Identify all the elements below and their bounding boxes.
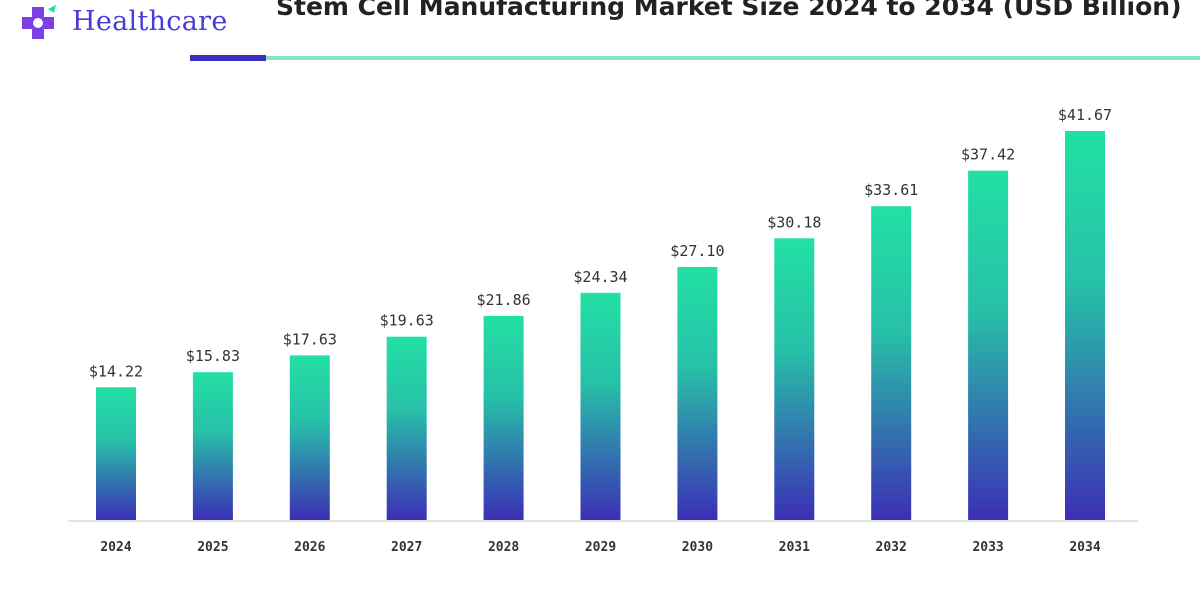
header-rule [266,56,1200,60]
healthcare-cross-icon [22,5,56,39]
bar-2026 [289,355,330,520]
x-tick-label-2024: 2024 [100,540,131,555]
bar-value-label-2025: $15.83 [186,347,240,365]
x-tick-label-2026: 2026 [294,540,325,555]
x-tick-label-2034: 2034 [1069,540,1100,555]
x-tick-label-2028: 2028 [488,540,519,555]
x-tick-label-2033: 2033 [972,540,1003,555]
bar-2027 [386,336,427,520]
bar-value-label-2026: $17.63 [283,330,337,348]
bar-value-label-2031: $30.18 [767,213,821,231]
footer-source [0,590,1200,600]
bar-value-label-2030: $27.10 [670,242,724,260]
x-tick-label-2025: 2025 [197,540,228,555]
bar-2032 [871,206,912,520]
x-tick-label-2032: 2032 [876,540,907,555]
bar-2030 [677,267,718,520]
bar-value-label-2032: $33.61 [864,181,918,199]
bar-value-label-2033: $37.42 [961,146,1015,164]
bar-2024 [96,387,136,520]
x-tick-label-2031: 2031 [779,540,810,555]
header-rule-accent [190,55,266,61]
bar-2025 [192,372,233,520]
brand-logo: Healthcare [18,0,228,46]
bar-value-label-2028: $21.86 [477,291,531,309]
x-tick-label-2030: 2030 [682,540,713,555]
chart-title: Stem Cell Manufacturing Market Size 2024… [276,0,1182,21]
bar-2034 [1065,131,1105,520]
bar-value-label-2034: $41.67 [1058,106,1112,124]
bar-value-label-2024: $14.22 [89,362,143,380]
bar-2028 [483,315,524,520]
x-tick-label-2029: 2029 [585,540,616,555]
bar-2031 [774,238,815,521]
brand-name: Healthcare [72,5,228,37]
bar-value-label-2027: $19.63 [380,312,434,330]
bar-value-label-2029: $24.34 [573,268,627,286]
bar-2029 [580,292,621,520]
x-tick-label-2027: 2027 [391,540,422,555]
bar-2033 [968,170,1009,520]
